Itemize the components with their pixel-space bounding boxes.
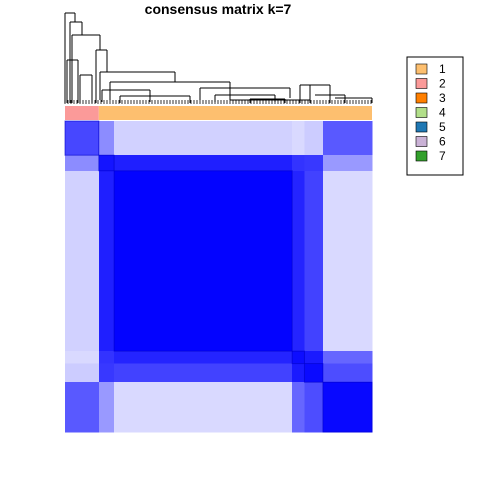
cluster-block-outline [98,154,115,172]
legend-label-6: 6 [439,135,446,149]
consensus-cell-F-A [65,382,100,433]
consensus-cell-C-C [114,170,293,352]
consensus-cell-C-A [65,170,100,352]
legend-swatch-7 [415,150,428,162]
cluster-block-outline [64,120,100,156]
cluster-block-outline [113,170,293,352]
legend-label-7: 7 [439,149,446,163]
consensus-matrix [64,120,373,433]
consensus-cell-B-C [114,155,293,172]
consensus-cell-C-B [98,170,115,352]
consensus-cell-F-D [292,382,305,433]
consensus-cell-D-E [304,351,324,365]
consensus-cell-C-D [292,170,305,352]
consensus-cell-B-A [65,155,100,172]
annotation-segment-class-1 [98,106,373,120]
consensus-cell-D-A [65,351,100,365]
legend-label-2: 2 [439,77,446,91]
dendrogram [64,12,373,104]
consensus-cell-E-E [304,363,324,383]
legend-swatch-4 [415,107,428,118]
consensus-cell-A-C [114,121,293,156]
consensus-cell-E-B [98,363,115,383]
consensus-cell-C-F [322,170,373,352]
consensus-cell-F-C [114,382,293,433]
consensus-cell-F-E [304,382,324,433]
cluster-block-outline [322,381,373,433]
legend-swatch-2 [415,78,428,89]
annotation-segment-class-2 [65,106,99,120]
consensus-cell-C-E [304,170,324,352]
legend-swatch-3 [415,92,428,104]
legend-box [406,56,464,176]
legend-label-5: 5 [439,120,446,134]
consensus-cell-A-E [304,121,324,156]
legend-label-3: 3 [439,91,446,105]
consensus-cell-D-B [98,351,115,365]
legend-label-1: 1 [439,62,446,76]
consensus-cell-A-A [65,121,100,156]
chart-title: consensus matrix k=7 [145,1,292,17]
consensus-cell-D-D [292,351,305,365]
consensus-cell-E-D [292,363,305,383]
consensus-cell-D-C [114,351,293,365]
cluster-block-outline [303,363,324,383]
consensus-cell-A-B [98,121,115,156]
consensus-cell-E-F [322,363,373,383]
consensus-cell-E-C [114,363,293,383]
consensus-cell-B-D [292,155,305,172]
consensus-cell-E-A [65,363,100,383]
consensus-cell-B-B [98,155,115,172]
legend-swatch-5 [415,121,428,133]
consensus-cell-D-F [322,351,373,365]
legend-label-4: 4 [439,106,446,120]
consensus-cell-A-F [322,121,373,156]
class-annotation-bar [65,106,373,120]
consensus-cell-A-D [292,121,305,156]
consensus-cell-F-F [322,382,373,433]
consensus-cell-F-B [98,382,115,433]
consensus-cell-B-E [304,155,324,172]
legend-swatch-6 [415,136,428,147]
consensus-cell-B-F [322,155,373,172]
cluster-block-outline [291,350,305,365]
legend-swatch-1 [415,63,428,75]
